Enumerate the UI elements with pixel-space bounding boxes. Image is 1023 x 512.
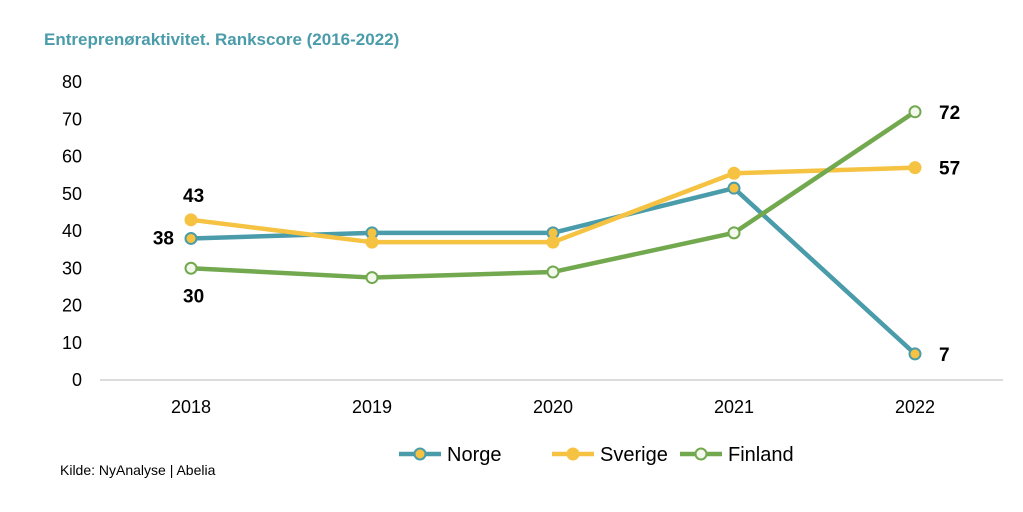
data-label: 7 [939,345,950,366]
data-point-sverige [546,235,560,249]
y-tick-label: 60 [62,147,82,167]
data-label: 43 [183,186,204,207]
data-point-norge [908,347,922,361]
data-label: 72 [939,103,960,124]
x-tick-label: 2019 [352,397,392,417]
data-point-finland [546,265,560,279]
x-tick-label: 2018 [171,397,211,417]
y-tick-label: 70 [62,109,82,129]
y-tick-label: 80 [62,72,82,92]
data-label: 38 [153,228,174,249]
y-tick-label: 50 [62,184,82,204]
legend-item-sverige[interactable]: Sverige [552,444,668,466]
legend-label: Finland [728,444,794,466]
chart-title: Entreprenøraktivitet. Rankscore (2016-20… [44,30,400,49]
source-note: Kilde: NyAnalyse | Abelia [60,462,216,478]
legend-item-norge[interactable]: Norge [399,444,501,466]
data-point-sverige [365,235,379,249]
data-point-norge [184,231,198,245]
y-tick-label: 20 [62,296,82,316]
x-tick-label: 2022 [895,397,935,417]
y-tick-label: 10 [62,333,82,353]
y-tick-label: 0 [72,370,82,390]
x-tick-label: 2020 [533,397,573,417]
data-point-norge [727,181,741,195]
legend-swatch-marker [413,447,427,461]
legend-swatch-marker [694,447,708,461]
data-point-sverige [727,166,741,180]
y-tick-label: 30 [62,258,82,278]
data-label: 30 [183,286,204,307]
legend-item-finland[interactable]: Finland [680,444,794,466]
data-point-finland [365,271,379,285]
legend-label: Norge [447,444,501,466]
data-point-finland [727,226,741,240]
data-point-sverige [908,161,922,175]
legend-label: Sverige [600,444,668,466]
data-point-finland [908,105,922,119]
legend-swatch-marker [566,447,580,461]
legend: Norge Sverige Finland [399,444,794,466]
x-tick-label: 2021 [714,397,754,417]
data-label: 57 [939,159,960,180]
data-point-finland [184,261,198,275]
data-point-sverige [184,213,198,227]
y-tick-label: 40 [62,221,82,241]
